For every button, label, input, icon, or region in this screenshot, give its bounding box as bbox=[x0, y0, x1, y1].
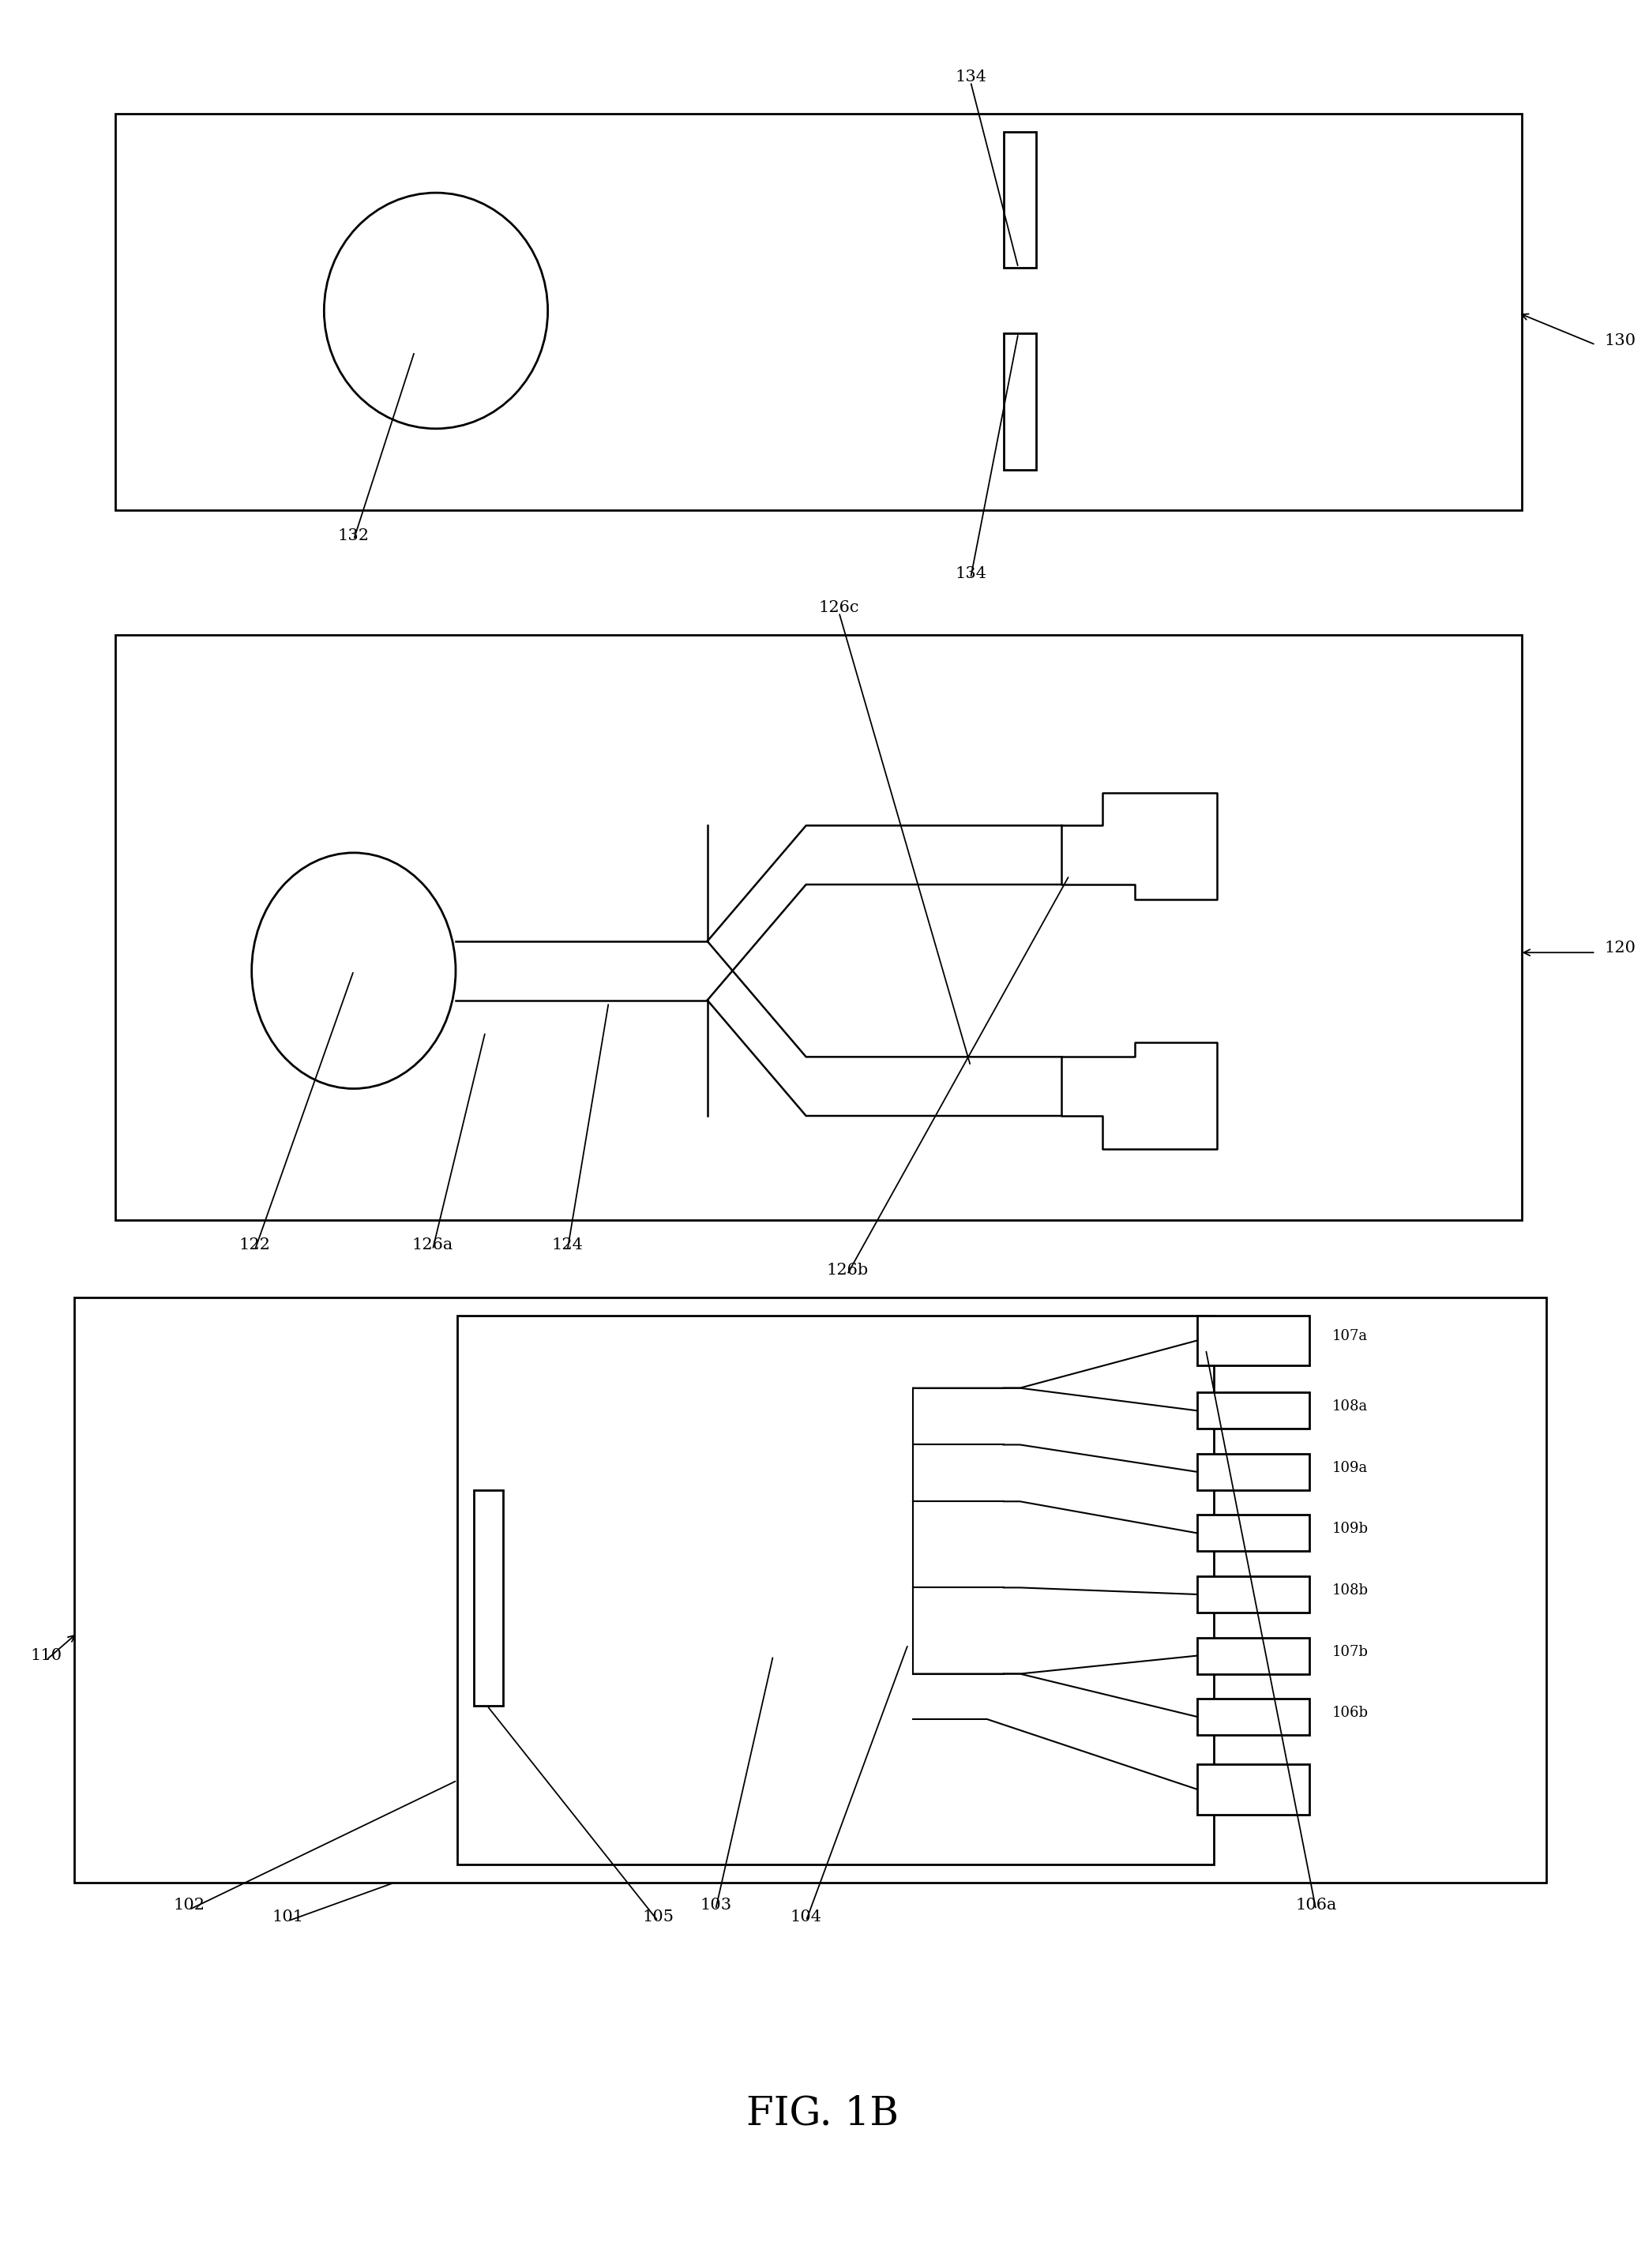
Bar bbox=[1198, 1576, 1309, 1613]
Text: 132: 132 bbox=[337, 528, 370, 542]
Text: 102: 102 bbox=[173, 1898, 206, 1912]
Text: 126c: 126c bbox=[819, 601, 859, 615]
Text: 108b: 108b bbox=[1332, 1583, 1369, 1597]
Text: 107a: 107a bbox=[1332, 1329, 1369, 1343]
Bar bbox=[1003, 132, 1036, 268]
Ellipse shape bbox=[324, 193, 548, 429]
Bar bbox=[1198, 1515, 1309, 1551]
Text: 101: 101 bbox=[271, 1910, 304, 1923]
Bar bbox=[74, 1297, 1546, 1882]
Bar bbox=[115, 113, 1522, 510]
Text: 134: 134 bbox=[954, 70, 987, 84]
Bar bbox=[1198, 1765, 1309, 1814]
Text: 108a: 108a bbox=[1332, 1399, 1369, 1413]
Text: 106b: 106b bbox=[1332, 1706, 1369, 1719]
Bar bbox=[1198, 1315, 1309, 1365]
Text: 124: 124 bbox=[551, 1238, 584, 1252]
Bar bbox=[1003, 333, 1036, 469]
Bar bbox=[1198, 1454, 1309, 1490]
Bar bbox=[457, 1315, 1214, 1864]
Bar bbox=[1198, 1637, 1309, 1674]
Text: 126b: 126b bbox=[826, 1263, 869, 1277]
Text: 134: 134 bbox=[954, 567, 987, 581]
Bar bbox=[1198, 1393, 1309, 1429]
Bar bbox=[115, 635, 1522, 1220]
Text: 103: 103 bbox=[699, 1898, 732, 1912]
Text: 109a: 109a bbox=[1332, 1461, 1369, 1474]
Text: 104: 104 bbox=[790, 1910, 822, 1923]
Text: 107b: 107b bbox=[1332, 1644, 1369, 1658]
Text: 105: 105 bbox=[642, 1910, 674, 1923]
Text: 110: 110 bbox=[30, 1649, 63, 1662]
Text: 122: 122 bbox=[239, 1238, 271, 1252]
Text: 106a: 106a bbox=[1295, 1898, 1337, 1912]
Text: FIG. 1B: FIG. 1B bbox=[747, 2093, 898, 2134]
Text: 130: 130 bbox=[1604, 333, 1637, 347]
Bar bbox=[474, 1490, 503, 1706]
Ellipse shape bbox=[252, 853, 456, 1089]
Bar bbox=[1198, 1699, 1309, 1735]
Text: 126a: 126a bbox=[411, 1238, 454, 1252]
Text: 120: 120 bbox=[1604, 941, 1637, 955]
Text: 109b: 109b bbox=[1332, 1522, 1369, 1535]
